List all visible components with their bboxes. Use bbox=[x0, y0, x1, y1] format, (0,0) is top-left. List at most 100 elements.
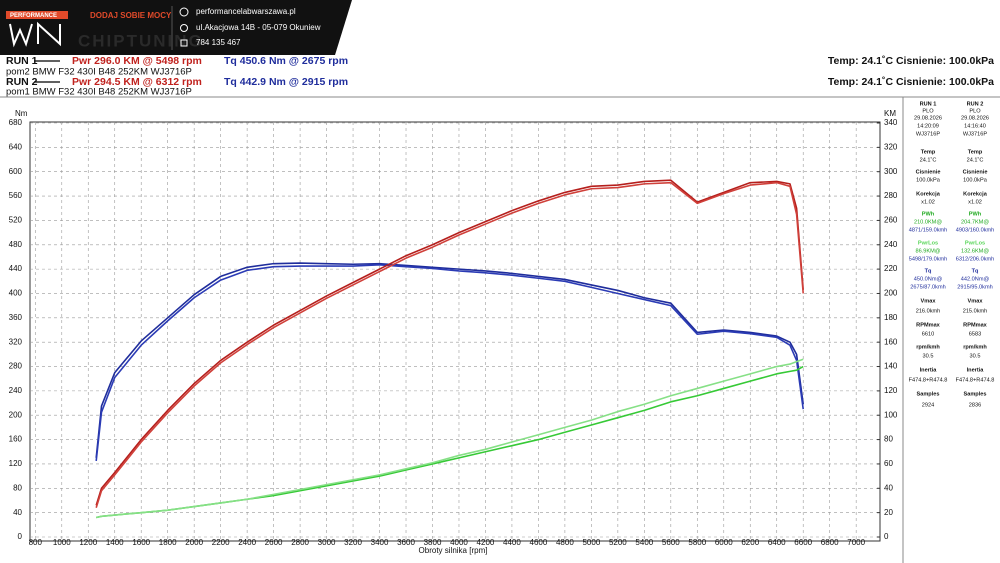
y-tick-label: 680 bbox=[9, 118, 23, 127]
run-conditions: Temp: 24.1˚C Cisnienie: 100.0kPa bbox=[828, 55, 994, 67]
y2-tick-label: 300 bbox=[884, 167, 898, 176]
y2-tick-label: 40 bbox=[884, 483, 893, 492]
x-tick-label: 6400 bbox=[768, 538, 786, 547]
panel-field: 4903/160.0kmh bbox=[956, 227, 995, 233]
panel-field: 132.6KM@ bbox=[961, 248, 989, 254]
panel-field: Korekcja bbox=[916, 191, 941, 197]
run-label: RUN 2 bbox=[6, 76, 38, 88]
x-tick-label: 6600 bbox=[794, 538, 812, 547]
panel-field: 210.0KM@ bbox=[914, 219, 942, 225]
x-tick-label: 1600 bbox=[132, 538, 150, 547]
x-tick-label: 4800 bbox=[556, 538, 574, 547]
x-tick-label: 1200 bbox=[79, 538, 97, 547]
panel-field: Temp bbox=[921, 149, 936, 155]
panel-field: PLO bbox=[969, 108, 981, 114]
y2-tick-label: 260 bbox=[884, 216, 898, 225]
run-vehicle: pom2 BMW F32 430I B48 252KM WJ3716P bbox=[6, 67, 192, 78]
panel-field: 450.0Nm@ bbox=[914, 276, 943, 282]
panel-field: Cisnienie bbox=[963, 169, 988, 175]
panel-field: x1.02 bbox=[968, 199, 982, 205]
panel-field: 24.1˚C bbox=[920, 156, 937, 163]
y2-tick-label: 280 bbox=[884, 191, 898, 200]
x-tick-label: 2200 bbox=[212, 538, 230, 547]
series-line bbox=[95, 179, 805, 506]
panel-field: 30.5 bbox=[970, 353, 981, 359]
y-tick-label: 160 bbox=[9, 435, 23, 444]
series-line bbox=[95, 264, 805, 461]
panel-field: 5498/179.0kmh bbox=[909, 256, 948, 262]
panel-field: 100.0kPa bbox=[916, 177, 941, 183]
y-tick-label: 320 bbox=[9, 337, 23, 346]
panel-field: RPMmax bbox=[916, 322, 941, 328]
run-torque: Tq 442.9 Nm @ 2915 rpm bbox=[224, 76, 348, 88]
x-tick-label: 5000 bbox=[582, 538, 600, 547]
panel-field: 86.9KM@ bbox=[916, 248, 941, 254]
panel-field: 29.08.2026 bbox=[914, 115, 942, 121]
logo bbox=[9, 21, 61, 48]
panel-field: PLO bbox=[922, 108, 934, 114]
panel-field: Inertia bbox=[967, 367, 985, 373]
x-tick-label: 2800 bbox=[291, 538, 309, 547]
panel-field: Tq bbox=[925, 268, 932, 274]
run-power: Pwr 294.5 KM @ 6312 rpm bbox=[72, 76, 202, 88]
run-torque: Tq 450.6 Nm @ 2675 rpm bbox=[224, 55, 348, 67]
y-tick-label: 0 bbox=[18, 532, 23, 541]
y-tick-label: 80 bbox=[13, 483, 22, 492]
run-power: Pwr 296.0 KM @ 5498 rpm bbox=[72, 55, 202, 67]
x-tick-label: 6800 bbox=[821, 538, 839, 547]
panel-field: WJ3716P bbox=[963, 131, 988, 137]
y2-tick-label: 320 bbox=[884, 142, 898, 151]
y2-tick-label: 100 bbox=[884, 410, 898, 419]
x-tick-label: 3800 bbox=[424, 538, 442, 547]
y-tick-label: 640 bbox=[9, 142, 23, 151]
x-tick-label: 5200 bbox=[609, 538, 627, 547]
panel-field: RUN 1 bbox=[920, 101, 937, 107]
panel-field: RPMmax bbox=[963, 322, 988, 328]
panel-field: RUN 2 bbox=[967, 101, 984, 107]
panel-field: 2915/95.0kmh bbox=[957, 284, 992, 290]
y-tick-label: 40 bbox=[13, 508, 22, 517]
panel-field: PwrLos bbox=[918, 240, 938, 246]
panel-field: 6312/206.0kmh bbox=[956, 256, 995, 262]
x-tick-label: 7000 bbox=[847, 538, 865, 547]
series-line bbox=[95, 181, 805, 509]
info-panel: RUN 1PLO29.08.202614:20:09WJ3716PTemp24.… bbox=[909, 101, 995, 408]
x-tick-label: 6000 bbox=[715, 538, 733, 547]
y-axis-label: Nm bbox=[15, 109, 28, 118]
x-tick-label: 1400 bbox=[106, 538, 124, 547]
x-axis-label: Obroty silnika [rpm] bbox=[419, 546, 488, 555]
x-tick-label: 4400 bbox=[503, 538, 521, 547]
y2-tick-label: 0 bbox=[884, 532, 889, 541]
y-tick-label: 440 bbox=[9, 264, 23, 273]
panel-field: Vmax bbox=[921, 298, 937, 304]
panel-field: PwrLos bbox=[965, 240, 985, 246]
panel-field: 2675/87.0kmh bbox=[910, 284, 945, 290]
panel-field: Tq bbox=[972, 268, 979, 274]
y2-tick-label: 340 bbox=[884, 118, 898, 127]
x-tick-label: 4000 bbox=[450, 538, 468, 547]
address: ul.Akacjowa 14B - 05-079 Okuniew bbox=[196, 23, 321, 32]
y2-axis-label: KM bbox=[884, 109, 896, 118]
panel-field: 6610 bbox=[922, 331, 934, 337]
y-tick-label: 400 bbox=[9, 289, 23, 298]
y-tick-label: 120 bbox=[9, 459, 23, 468]
panel-field: 442.0Nm@ bbox=[961, 276, 990, 282]
y2-tick-label: 120 bbox=[884, 386, 898, 395]
x-tick-label: 2600 bbox=[265, 538, 283, 547]
brand: PERFORMANCE bbox=[10, 13, 57, 19]
plot-frame bbox=[29, 121, 881, 542]
panel-field: Vmax bbox=[968, 298, 984, 304]
y-tick-label: 240 bbox=[9, 386, 23, 395]
y2-tick-label: 20 bbox=[884, 508, 893, 517]
panel-field: 14:16:40 bbox=[964, 123, 986, 129]
y-tick-label: 360 bbox=[9, 313, 23, 322]
panel-field: 4871/159.0kmh bbox=[909, 227, 948, 233]
panel-field: 2836 bbox=[969, 402, 981, 408]
panel-field: PWh bbox=[922, 211, 935, 217]
panel-field: Samples bbox=[916, 391, 939, 397]
x-tick-label: 3400 bbox=[371, 538, 389, 547]
x-tick-label: 4200 bbox=[477, 538, 495, 547]
y-tick-label: 560 bbox=[9, 191, 23, 200]
panel-field: Temp bbox=[968, 149, 983, 155]
